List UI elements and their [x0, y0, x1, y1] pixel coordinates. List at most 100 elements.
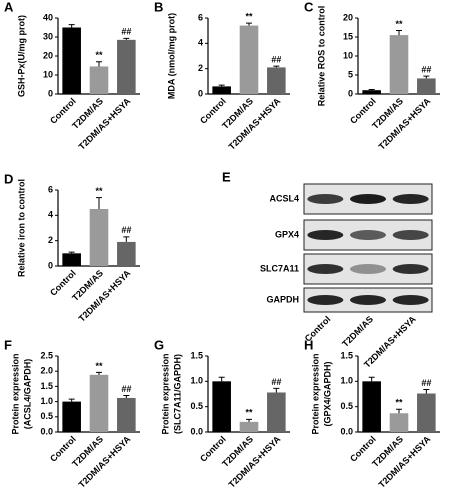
bar — [89, 66, 109, 94]
y-axis-label: Protein expression — [310, 353, 320, 434]
panel-label: C — [304, 0, 314, 14]
bar — [362, 381, 381, 432]
significance-label: ## — [121, 384, 131, 394]
y-axis-label: GSH-Px(U/mg prot) — [16, 15, 26, 97]
error-bar — [96, 61, 102, 67]
blot-band — [392, 230, 429, 240]
y-tick-label: 2 — [48, 235, 53, 245]
y-axis-label: Relative iron to control — [16, 179, 26, 277]
panel-label: H — [304, 337, 313, 352]
y-tick-label: 10 — [43, 69, 53, 79]
bar — [389, 35, 409, 94]
y-tick-label: 1.5 — [40, 381, 53, 391]
significance-label: ** — [95, 50, 103, 60]
significance-label: ** — [95, 186, 103, 196]
y-tick-label: 0.0 — [190, 426, 203, 436]
y-tick-label: 20 — [43, 50, 53, 60]
y-tick-label: 0.5 — [190, 401, 203, 411]
bar — [239, 25, 259, 95]
y-axis-label: (SLC7A11/GAPDH) — [172, 354, 182, 434]
y-tick-label: 4 — [198, 38, 203, 48]
panel-label: G — [154, 337, 164, 352]
x-tick-label: T2DM/AS+HSYA — [377, 434, 433, 490]
protein-label: SLC7A11 — [260, 263, 299, 273]
y-axis-label: (GPX4/GAPDH) — [322, 361, 332, 426]
bar — [117, 397, 136, 432]
y-tick-label: 20 — [343, 12, 353, 22]
bar — [212, 381, 231, 432]
error-bar — [68, 24, 75, 28]
y-tick-label: 1.0 — [40, 396, 53, 406]
blot-band — [307, 194, 344, 204]
bar — [417, 393, 436, 432]
significance-label: ## — [421, 65, 431, 75]
protein-label: GPX4 — [275, 229, 299, 239]
bar — [89, 374, 109, 432]
y-tick-label: 2.0 — [40, 366, 53, 376]
error-bar — [423, 388, 430, 394]
y-axis-label: MDA (nmol/mg prot) — [166, 13, 176, 99]
significance-label: ## — [121, 27, 131, 37]
significance-label: ## — [271, 377, 281, 387]
blot-band — [392, 295, 429, 305]
y-tick-label: 0.5 — [340, 401, 353, 411]
y-tick-label: 0 — [198, 88, 203, 98]
error-bar — [396, 408, 402, 414]
x-tick-label: T2DM/AS+HSYA — [227, 96, 283, 152]
error-bar — [246, 22, 252, 26]
y-tick-label: 5 — [348, 69, 353, 79]
y-tick-label: 1.5 — [340, 350, 353, 360]
significance-label: ## — [121, 225, 131, 235]
bar — [117, 39, 136, 94]
error-bar — [368, 376, 375, 382]
error-bar — [218, 84, 225, 87]
error-bar — [246, 418, 252, 422]
x-tick-label: T2DM/AS+HSYA — [377, 96, 433, 152]
y-tick-label: 0.5 — [40, 411, 53, 421]
significance-label: ** — [245, 408, 253, 418]
x-tick-label: T2DM/AS+HSYA — [227, 434, 283, 490]
lane-label: Control — [303, 314, 333, 344]
error-bar — [96, 197, 102, 209]
y-tick-label: 10 — [343, 50, 353, 60]
significance-label: ** — [395, 19, 403, 29]
blot-band — [392, 264, 429, 274]
y-tick-label: 6 — [198, 12, 203, 22]
y-tick-label: 1.5 — [190, 350, 203, 360]
error-bar — [218, 376, 225, 382]
panel-label: A — [4, 0, 14, 14]
x-tick-label: T2DM/AS+HSYA — [77, 268, 133, 324]
bar — [239, 421, 259, 432]
error-bar — [123, 236, 130, 242]
bar — [362, 90, 381, 94]
error-bar — [368, 88, 375, 91]
bar — [62, 253, 81, 266]
error-bar — [123, 37, 130, 40]
blot-band — [350, 264, 386, 274]
y-tick-label: 0 — [48, 260, 53, 270]
error-bar — [273, 65, 280, 68]
panel-label: B — [154, 0, 163, 14]
significance-label: ## — [421, 378, 431, 388]
error-bar — [396, 30, 402, 36]
blot-band — [350, 295, 386, 305]
bar — [267, 392, 286, 432]
blot-band — [350, 194, 386, 204]
error-bar — [123, 395, 130, 398]
blot-band — [307, 295, 344, 305]
protein-label: ACSL4 — [269, 193, 299, 203]
protein-label: GAPDH — [266, 294, 299, 304]
bar — [117, 241, 136, 266]
y-tick-label: 4 — [48, 210, 53, 220]
bar — [212, 86, 231, 94]
blot-band — [307, 264, 344, 274]
y-axis-label: Protein expression — [160, 353, 170, 434]
bar — [89, 209, 109, 266]
significance-label: ** — [95, 361, 103, 371]
y-tick-label: 15 — [343, 31, 353, 41]
chart-panel: C Relative ROS to control 05101520Control*… — [304, 0, 440, 152]
